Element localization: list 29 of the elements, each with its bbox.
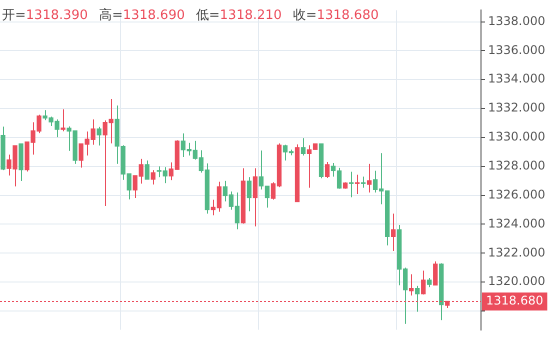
y-tick-label: 1332.000 [488,100,546,115]
y-tick-label: 1328.000 [488,158,546,173]
y-tick-label: 1326.000 [488,187,546,202]
y-tick-label: 1330.000 [488,130,546,144]
candlestick [433,260,438,286]
candlestick [150,170,156,185]
candlestick [427,278,432,288]
candlestick [366,163,372,194]
candlestick [324,162,330,178]
y-tick-label: 1334.000 [488,72,546,86]
y-tick-label: 1336.000 [488,42,546,57]
candlestick [252,168,258,227]
candlestick [390,213,396,252]
annotation: 收=1318.680 [292,8,379,23]
candlestick [96,126,102,146]
y-tick-label: 1338.000 [488,14,546,28]
annotation: 开=1318.390 [2,8,88,23]
candlestick [60,108,66,132]
y-tick-label: 1320.000 [488,274,546,288]
y-tick-label: 1322.000 [488,245,546,260]
candlestick [246,176,252,212]
candlestick [421,270,426,296]
annotation: 高=1318.690 [98,8,185,23]
candlestick [415,285,420,312]
ref-line-label: 1318.680 [486,294,544,308]
candlestick [300,138,306,156]
y-tick-label: 1324.000 [488,216,546,230]
candlestick [144,160,150,180]
annotation: 低=1318.210 [196,8,282,23]
